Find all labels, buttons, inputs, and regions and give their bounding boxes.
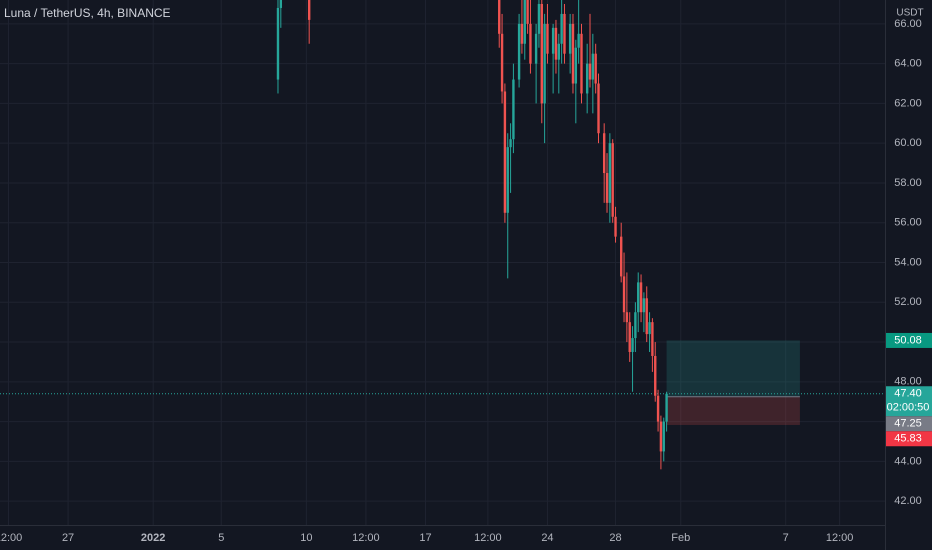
profit-zone: [666, 340, 800, 397]
candle-body: [620, 236, 623, 277]
entry-label-bg: [886, 416, 932, 432]
candle-body: [554, 27, 558, 60]
candle-body: [608, 143, 612, 203]
candle-body: [279, 0, 283, 8]
candle-body: [543, 23, 546, 104]
candle-body: [509, 139, 512, 148]
candle-body: [577, 33, 580, 48]
candle-body: [597, 83, 600, 134]
target-label: 50.08: [894, 334, 922, 346]
x-tick-label: 12:00: [474, 532, 502, 544]
candle-body: [662, 421, 665, 452]
target-label-bg: [886, 332, 932, 348]
y-axis-label: USDT: [896, 8, 923, 19]
entry-label: 47.25: [894, 418, 922, 430]
y-tick-label: 58.00: [894, 177, 922, 189]
stop-label: 45.83: [894, 433, 922, 445]
candle-body: [500, 33, 504, 92]
candle-body: [642, 298, 646, 313]
x-tick-label: Feb: [671, 532, 690, 544]
x-tick-label: 2022: [141, 532, 165, 544]
candle-body: [654, 355, 657, 396]
candle-body: [574, 47, 578, 84]
x-tick-label: 5: [218, 532, 224, 544]
candle-body: [648, 322, 651, 335]
candle-body: [557, 43, 560, 60]
last-price-label: 47.40: [894, 388, 922, 400]
candle-body: [614, 216, 617, 237]
candle-body: [563, 13, 566, 54]
candle-body: [540, 3, 543, 104]
y-tick-label: 60.00: [894, 137, 922, 149]
x-tick-label: 12:00: [352, 532, 380, 544]
candle-body: [622, 276, 626, 313]
last-price-label-bg: [886, 386, 932, 417]
candle-body: [307, 0, 311, 20]
candle-body: [517, 23, 521, 80]
candle-body: [571, 23, 575, 84]
candle-body: [665, 393, 668, 422]
y-tick-label: 62.00: [894, 97, 922, 109]
candle-body: [529, 23, 532, 64]
y-tick-label: 44.00: [894, 455, 922, 467]
stop-label-bg: [886, 431, 932, 447]
candle-body: [602, 133, 606, 174]
candle-body: [651, 322, 654, 356]
candle-body: [656, 395, 660, 422]
candle-body: [276, 7, 280, 80]
x-tick-label: 12:00: [826, 532, 854, 544]
candle-body: [639, 282, 643, 313]
x-tick-label: 28: [609, 532, 621, 544]
candle-body: [520, 23, 524, 44]
candle-body: [568, 23, 572, 54]
candle-body: [594, 53, 597, 84]
candle-body: [605, 173, 609, 203]
candle-body: [498, 0, 501, 34]
candle-body: [534, 33, 538, 64]
candle-body: [625, 312, 629, 323]
candle-body: [628, 322, 631, 352]
x-tick-label: 7: [783, 532, 789, 544]
candle-body: [659, 421, 663, 452]
chart-title: Luna / TetherUS, 4h, BINANCE: [4, 6, 171, 20]
y-tick-label: 42.00: [894, 495, 922, 507]
y-tick-label: 64.00: [894, 58, 922, 70]
candle-body: [645, 298, 648, 335]
y-tick-label: 48.00: [894, 376, 922, 388]
y-tick-label: 52.00: [894, 296, 922, 308]
candle-body: [503, 91, 507, 213]
candle-body: [637, 282, 640, 313]
candle-body: [631, 338, 634, 352]
candle-body: [611, 143, 614, 217]
x-tick-label: 17: [419, 532, 431, 544]
y-tick-label: 54.00: [894, 256, 922, 268]
candle-body: [546, 23, 549, 54]
candle-body: [634, 312, 637, 339]
candle-body: [585, 63, 589, 94]
x-tick-label: 24: [541, 532, 553, 544]
candle-body: [560, 13, 563, 44]
y-tick-label: 66.00: [894, 18, 922, 30]
x-tick-label: 10: [300, 532, 312, 544]
candle-body: [512, 79, 515, 140]
x-tick-label: 12:00: [0, 532, 22, 544]
candle-body: [588, 63, 592, 80]
candle-body: [580, 33, 583, 94]
candle-body: [526, 0, 529, 24]
loss-zone: [666, 396, 800, 425]
candle-body: [523, 0, 526, 44]
y-tick-label: 56.00: [894, 217, 922, 229]
x-tick-label: 27: [62, 532, 74, 544]
last-price-label: 02:00:50: [887, 402, 930, 414]
candle-body: [537, 3, 541, 34]
candle-body: [551, 27, 555, 54]
candle-body: [506, 147, 509, 213]
candle-body: [591, 53, 595, 80]
